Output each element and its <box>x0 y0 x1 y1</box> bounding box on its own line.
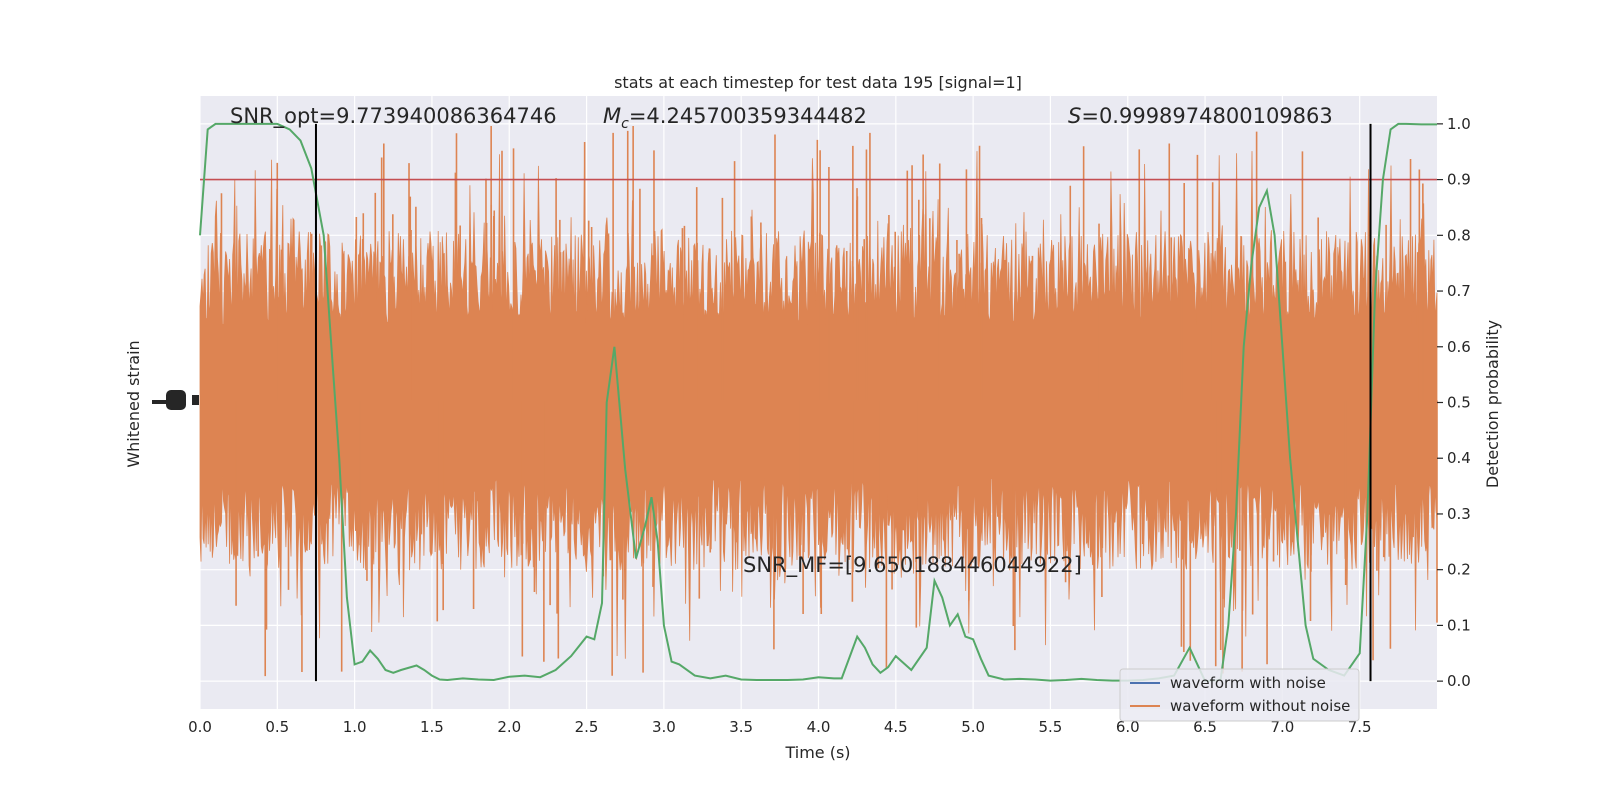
right-tick-label: 0.4 <box>1447 449 1471 467</box>
x-tick-label: 5.5 <box>1039 718 1063 736</box>
left-axis-label: Whitened strain <box>124 340 143 467</box>
x-tick-label: 3.0 <box>652 718 676 736</box>
x-tick-label: 7.5 <box>1348 718 1372 736</box>
x-tick-label: 3.5 <box>729 718 753 736</box>
mc-value: =4.245700359344482 <box>629 104 867 128</box>
x-tick-label: 1.5 <box>420 718 444 736</box>
s-annotation: S=0.9998974800109863 <box>1068 104 1333 128</box>
legend-box <box>1119 668 1360 722</box>
x-axis-label: Time (s) <box>784 743 850 762</box>
right-tick-label: 0.6 <box>1447 338 1471 356</box>
left-tick-label-cluster <box>166 390 186 410</box>
x-tick-label: 2.0 <box>497 718 521 736</box>
chirp-mass-annotation: Mc=4.245700359344482 <box>603 104 867 132</box>
right-tick-label: 0.9 <box>1447 171 1471 189</box>
right-axis-label: Detection probability <box>1483 320 1502 488</box>
right-tick-label: 0.1 <box>1447 616 1471 634</box>
legend: waveform with noise waveform without noi… <box>1119 668 1360 722</box>
waveform-without-noise-trace <box>199 126 1438 677</box>
right-tick-label: 0.5 <box>1447 394 1471 412</box>
x-tick-label: 7.0 <box>1270 718 1294 736</box>
x-tick-label: 5.0 <box>961 718 985 736</box>
x-tick-labels: 0.0 0.5 1.0 1.5 2.0 2.5 3.0 3.5 4.0 4.5 5.0 5.5 6.0 6… <box>188 718 1372 736</box>
mc-symbol: M <box>603 104 621 128</box>
x-tick-label: 0.5 <box>265 718 289 736</box>
x-tick-label: 1.0 <box>343 718 367 736</box>
right-tick-label: 0.8 <box>1447 226 1471 244</box>
detection-probability-line <box>199 122 1437 683</box>
left-tick-mark <box>152 400 166 404</box>
left-axis-overlapping-ticks <box>152 390 199 410</box>
right-tick-labels: 0.0 0.1 0.2 0.3 0.4 0.5 0.6 0.7 0.8 0.9 1.0 <box>1437 115 1471 690</box>
vertical-markers <box>314 123 1372 682</box>
x-tick-label: 0.0 <box>188 718 212 736</box>
s-value: =0.9998974800109863 <box>1081 104 1332 128</box>
left-tick-mark <box>192 395 199 405</box>
snr-opt-annotation: SNR_opt=9.773940086364746 <box>230 104 557 129</box>
x-tick-label: 4.5 <box>884 718 908 736</box>
legend-label-with-noise: waveform with noise <box>1170 674 1326 692</box>
snr-mf-annotation: SNR_MF=[9.650188446044922] <box>743 553 1082 578</box>
x-tick-label: 6.0 <box>1116 718 1140 736</box>
chart-title: stats at each timestep for test data 195… <box>614 73 1022 92</box>
s-symbol: S <box>1068 104 1081 128</box>
x-tick-label: 4.0 <box>807 718 831 736</box>
right-tick-label: 0.3 <box>1447 505 1471 523</box>
right-tick-label: 0.0 <box>1447 672 1471 690</box>
x-tick-label: 6.5 <box>1193 718 1217 736</box>
right-tick-label: 1.0 <box>1447 115 1471 133</box>
right-tick-label: 0.2 <box>1447 561 1471 579</box>
right-tick-label: 0.7 <box>1447 282 1471 300</box>
x-tick-label: 2.5 <box>575 718 599 736</box>
legend-label-without-noise: waveform without noise <box>1170 697 1350 715</box>
mc-subscript: c <box>621 116 629 132</box>
